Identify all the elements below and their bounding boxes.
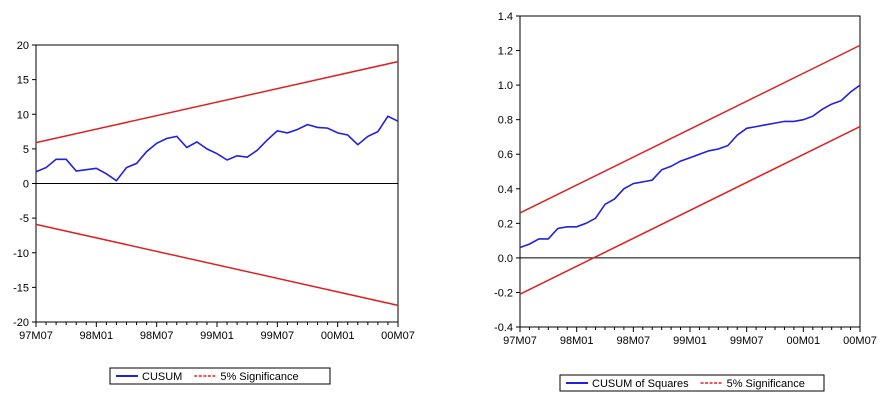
legend-box (109, 367, 331, 385)
legend-box (559, 374, 825, 392)
y-tick-label: -5 (19, 213, 29, 225)
lower-significance-line (35, 223, 399, 307)
y-tick-label: -15 (13, 282, 29, 294)
statistic-series-line (519, 84, 861, 249)
y-tick-label: 0.6 (498, 149, 513, 161)
legend-label-significance: 5% Significance (727, 378, 805, 390)
x-tick-label: 97M07 (19, 330, 53, 342)
upper-significance-line (35, 60, 399, 144)
y-tick-label: -20 (13, 317, 29, 329)
y-tick-label: 15 (17, 75, 29, 87)
x-tick-label: 99M01 (673, 335, 707, 347)
x-tick-label: 98M01 (80, 330, 114, 342)
y-tick-label: -0.4 (494, 322, 513, 334)
x-tick-label: 00M01 (321, 330, 355, 342)
y-tick-label: 5 (23, 144, 29, 156)
x-tick-label: 00M07 (843, 335, 877, 347)
x-tick-label: 98M01 (560, 335, 594, 347)
x-tick-label: 97M07 (503, 335, 537, 347)
y-tick-label: 1.0 (498, 80, 513, 92)
y-tick-label: 1.4 (498, 11, 513, 23)
plot-frame (519, 15, 861, 328)
y-tick-label: -0.2 (494, 287, 513, 299)
y-tick-label: 20 (17, 40, 29, 52)
legend-label-significance: 5% Significance (220, 371, 298, 383)
y-tick-label: 10 (17, 109, 29, 121)
x-tick-label: 99M07 (261, 330, 295, 342)
y-tick-label: 0.8 (498, 115, 513, 127)
legend-label-statistic: CUSUM (142, 371, 182, 383)
y-tick-label: 0 (23, 179, 29, 191)
lower-significance-line (519, 125, 861, 295)
y-tick-label: 0.4 (498, 184, 513, 196)
x-tick-label: 00M01 (787, 335, 821, 347)
x-tick-label: 98M07 (140, 330, 174, 342)
x-tick-label: 00M07 (381, 330, 415, 342)
x-tick-label: 99M01 (200, 330, 234, 342)
y-tick-label: -10 (13, 248, 29, 260)
upper-significance-line (519, 44, 861, 214)
x-tick-label: 99M07 (730, 335, 764, 347)
x-tick-label: 98M07 (617, 335, 651, 347)
y-tick-label: 0.2 (498, 218, 513, 230)
statistic-series-line (35, 115, 399, 182)
y-tick-label: 0.0 (498, 253, 513, 265)
legend-label-statistic: CUSUM of Squares (592, 378, 689, 390)
y-tick-label: 1.2 (498, 46, 513, 58)
